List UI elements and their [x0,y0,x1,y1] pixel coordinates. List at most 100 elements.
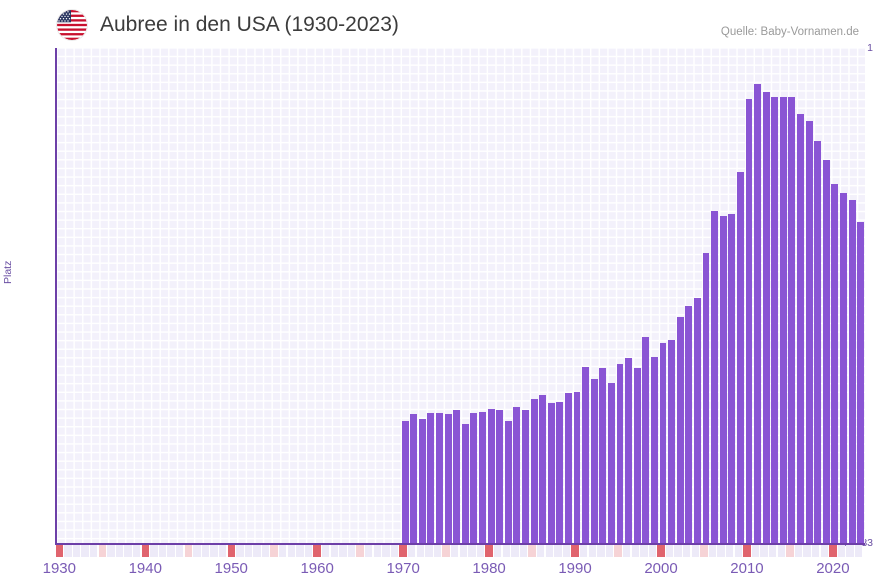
page-title: Aubree in den USA (1930-2023) [100,13,399,36]
bar-2021[interactable] [840,192,847,543]
bar-2005[interactable] [702,252,710,543]
bar-2008[interactable] [728,213,736,543]
bar-2017[interactable] [805,120,813,543]
x-tick-2014 [777,545,786,557]
x-tick-1957 [287,545,296,557]
bar-1998[interactable] [642,337,650,543]
bar-1986[interactable] [539,394,547,543]
x-tick-2009 [734,545,743,557]
x-tick-2008 [726,545,734,557]
x-tick-2020 [829,545,837,557]
bar-2018[interactable] [814,140,822,543]
x-tick-1963 [339,545,347,557]
x-tick-1937 [115,545,124,557]
x-tick-1983 [511,545,519,557]
x-tick-1962 [330,545,339,557]
bar-2020[interactable] [831,184,839,543]
bar-1975[interactable] [444,414,452,543]
bar-1999[interactable] [650,356,658,543]
x-tick-1948 [210,545,218,557]
bar-2013[interactable] [771,97,779,543]
x-tick-1951 [236,545,244,557]
bar-1979[interactable] [479,411,486,543]
bar-2006[interactable] [711,210,718,543]
x-tick-1970 [399,545,407,557]
bar-1997[interactable] [633,368,641,543]
x-tick-1977 [459,545,467,557]
x-tick-1958 [296,545,304,557]
x-tick-1943 [167,545,175,557]
bar-1996[interactable] [625,358,633,543]
bar-1995[interactable] [616,363,624,543]
bar-1972[interactable] [418,418,426,543]
bar-2014[interactable] [779,97,787,543]
x-tick-2017 [803,545,811,557]
bar-2019[interactable] [822,160,830,543]
bar-2022[interactable] [848,199,856,543]
x-tick-1987 [545,545,553,557]
bar-2002[interactable] [676,317,684,543]
bar-2000[interactable] [659,342,667,543]
x-tick-1939 [132,545,141,557]
bar-1990[interactable] [573,391,581,543]
x-tick-2005 [700,545,708,557]
x-tick-1956 [279,545,287,557]
x-tick-1935 [98,545,106,557]
bar-1987[interactable] [547,403,555,543]
bar-1992[interactable] [590,379,598,543]
x-tick-1930 [55,545,63,557]
x-tick-1971 [408,545,416,557]
x-tick-1941 [150,545,158,557]
bar-2015[interactable] [788,97,796,543]
x-axis-label-2000: 2000 [644,560,678,577]
x-tick-1989 [562,545,571,557]
bar-2016[interactable] [797,113,804,543]
x-tick-1997 [631,545,639,557]
bar-1980[interactable] [487,408,495,543]
x-tick-1982 [502,545,510,557]
bar-1970[interactable] [401,421,409,543]
plot-area [55,48,865,545]
x-tick-1984 [519,545,528,557]
x-tick-2023 [855,545,863,557]
bar-1977[interactable] [461,424,469,543]
bar-1976[interactable] [453,410,461,543]
x-tick-1976 [451,545,459,557]
bar-2011[interactable] [754,84,761,543]
x-tick-1974 [433,545,442,557]
bar-1991[interactable] [582,366,590,543]
x-tick-1934 [89,545,98,557]
bar-1978[interactable] [470,412,478,543]
bar-2007[interactable] [719,216,727,543]
bar-2012[interactable] [762,91,770,543]
x-tick-2016 [794,545,803,557]
bar-1984[interactable] [522,410,529,543]
bar-1981[interactable] [496,410,504,543]
x-tick-2021 [837,545,846,557]
x-tick-2022 [846,545,854,557]
bar-1983[interactable] [513,407,521,543]
x-tick-1960 [313,545,321,557]
bar-2001[interactable] [668,339,676,543]
bar-1985[interactable] [530,398,538,543]
x-tick-1967 [373,545,382,557]
x-tick-1955 [270,545,278,557]
bar-1973[interactable] [427,412,435,543]
bar-2010[interactable] [745,98,753,543]
bar-1994[interactable] [607,383,615,543]
bar-1982[interactable] [504,421,512,543]
bar-1988[interactable] [556,401,564,543]
x-axis-labels: 1930 1940 1950 1960 1970 1980 1990 2000 2010 2020 [0,560,873,584]
bar-2004[interactable] [693,297,701,543]
bar-1993[interactable] [599,368,607,543]
bar-1971[interactable] [410,414,418,543]
bar-1974[interactable] [436,412,443,543]
bar-2023[interactable] [857,222,865,543]
x-tick-1990 [571,545,579,557]
bar-1989[interactable] [565,393,572,543]
bar-2003[interactable] [685,306,693,543]
x-tick-1973 [425,545,433,557]
x-tick-2011 [751,545,760,557]
bar-2009[interactable] [736,171,744,543]
